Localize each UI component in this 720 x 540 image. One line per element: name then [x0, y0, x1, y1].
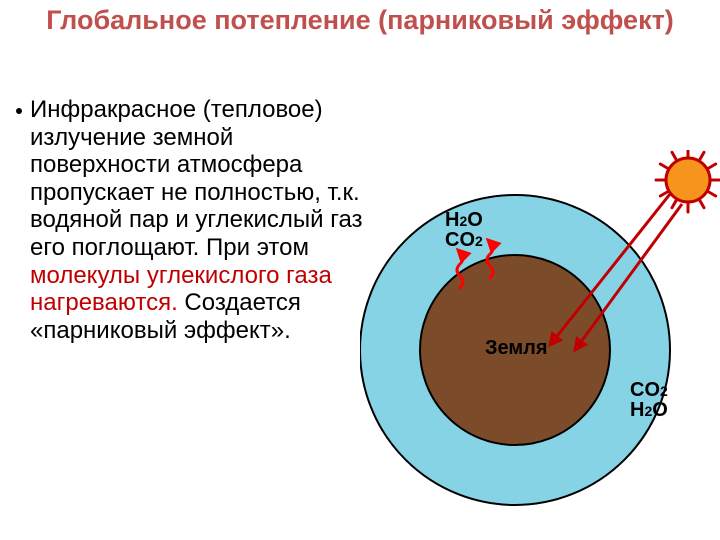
gas-labels-top: H2OCO2	[445, 210, 483, 250]
gas-labels-right: CO2H2O	[630, 380, 668, 420]
slide-title: Глобальное потепление (парниковый эффект…	[0, 4, 720, 38]
body-paragraph: Инфракрасное (тепловое) излучение земной…	[30, 96, 368, 344]
bullet-item: Инфракрасное (тепловое) излучение земной…	[16, 96, 368, 344]
greenhouse-diagram: Земля H2OCO2 CO2H2O	[360, 150, 720, 530]
body-pre: Инфракрасное (тепловое) излучение земной…	[30, 96, 369, 261]
body-text-block: Инфракрасное (тепловое) излучение земной…	[16, 96, 368, 344]
earth-label: Земля	[485, 338, 548, 358]
bullet-dot-icon	[16, 108, 22, 114]
